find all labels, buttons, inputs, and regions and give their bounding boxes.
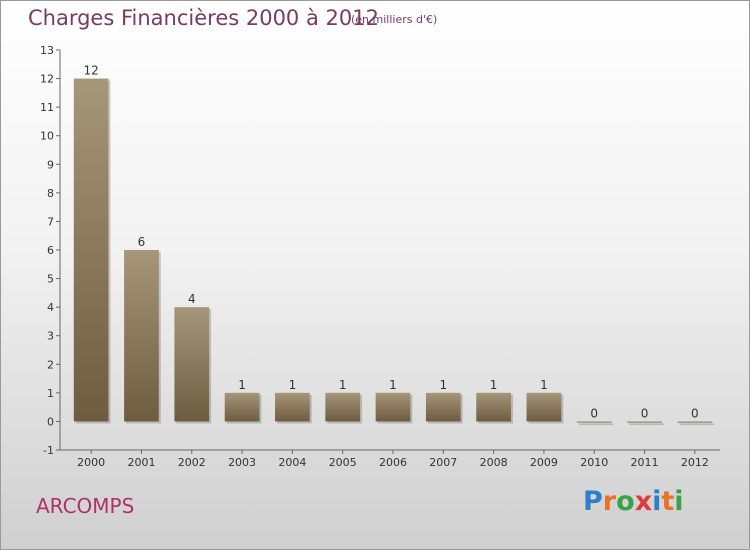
- data-label-2009: 1: [540, 378, 548, 392]
- bar-2008: [476, 392, 511, 422]
- y-tick-label: 2: [47, 358, 54, 371]
- y-tick-label: 13: [40, 44, 54, 57]
- y-tick-label: 4: [47, 301, 54, 314]
- bar-2002: [174, 307, 210, 422]
- x-tick-label-2009: 2009: [530, 456, 558, 469]
- x-tick-label-2012: 2012: [681, 456, 709, 469]
- bar-2000: [73, 78, 109, 422]
- y-tick-label: 8: [47, 187, 54, 200]
- chart-title: Charges Financières 2000 à 2012: [28, 6, 379, 30]
- x-tick-label-2003: 2003: [228, 456, 256, 469]
- x-tick-label-2007: 2007: [429, 456, 457, 469]
- bar-2011: [627, 421, 662, 423]
- bar-2012: [677, 421, 713, 423]
- logo-letter: P: [583, 486, 603, 517]
- logo-letter: i: [674, 486, 684, 517]
- x-tick-label-2008: 2008: [480, 456, 508, 469]
- data-label-2003: 1: [238, 378, 246, 392]
- bars: 12 6 4 1 1 1 1 1 1 1 0 0 0: [73, 64, 715, 425]
- y-tick-label: 0: [47, 415, 54, 428]
- bar-shadow: [679, 423, 715, 425]
- y-tick-label: 12: [40, 73, 54, 86]
- data-label-2008: 1: [490, 378, 498, 392]
- bar-2003: [224, 392, 260, 422]
- bar-2005: [325, 392, 361, 422]
- logo-letter: o: [616, 486, 635, 517]
- x-tick-label-2010: 2010: [580, 456, 608, 469]
- bar-shadow: [578, 423, 614, 425]
- y-tick-label: 7: [47, 215, 54, 228]
- y-tick-label: 3: [47, 330, 54, 343]
- y-tick-label: 10: [40, 130, 54, 143]
- data-label-2001: 6: [138, 235, 146, 249]
- bar-2006: [375, 392, 411, 422]
- data-label-2002: 4: [188, 292, 196, 306]
- x-tick-label-2001: 2001: [127, 456, 155, 469]
- bar-shadow: [629, 423, 664, 425]
- data-label-2012: 0: [691, 406, 699, 420]
- data-label-2000: 12: [84, 64, 99, 78]
- x-tick-label-2011: 2011: [631, 456, 659, 469]
- data-label-2007: 1: [439, 378, 447, 392]
- bar-2001: [124, 250, 159, 422]
- x-tick-label-2002: 2002: [178, 456, 206, 469]
- bar-2010: [576, 421, 612, 423]
- proxiti-logo: Proxiti: [583, 486, 684, 517]
- bar-2004: [275, 392, 310, 422]
- bar-2009: [526, 392, 562, 422]
- y-tick-label: 1: [47, 387, 54, 400]
- data-label-2011: 0: [641, 406, 649, 420]
- commune-name: ARCOMPS: [36, 494, 135, 518]
- data-label-2004: 1: [289, 378, 297, 392]
- logo-letter: x: [634, 486, 653, 517]
- x-tick-label-2004: 2004: [278, 456, 306, 469]
- x-tick-label-2005: 2005: [329, 456, 357, 469]
- y-tick-label: 11: [40, 101, 54, 114]
- y-tick-label: 9: [47, 158, 54, 171]
- x-tick-label-2006: 2006: [379, 456, 407, 469]
- logo-letter: r: [602, 486, 617, 517]
- chart-subtitle: (en milliers d'€): [351, 13, 438, 26]
- y-tick-label: -1: [43, 444, 54, 457]
- data-label-2010: 0: [590, 406, 598, 420]
- logo-letter: t: [661, 486, 675, 517]
- x-tick-label-2000: 2000: [77, 456, 105, 469]
- y-tick-label: 6: [47, 244, 54, 257]
- y-tick-label: 5: [47, 273, 54, 286]
- data-label-2005: 1: [339, 378, 347, 392]
- logo-letter: i: [652, 486, 662, 517]
- data-label-2006: 1: [389, 378, 397, 392]
- bar-2007: [425, 392, 461, 422]
